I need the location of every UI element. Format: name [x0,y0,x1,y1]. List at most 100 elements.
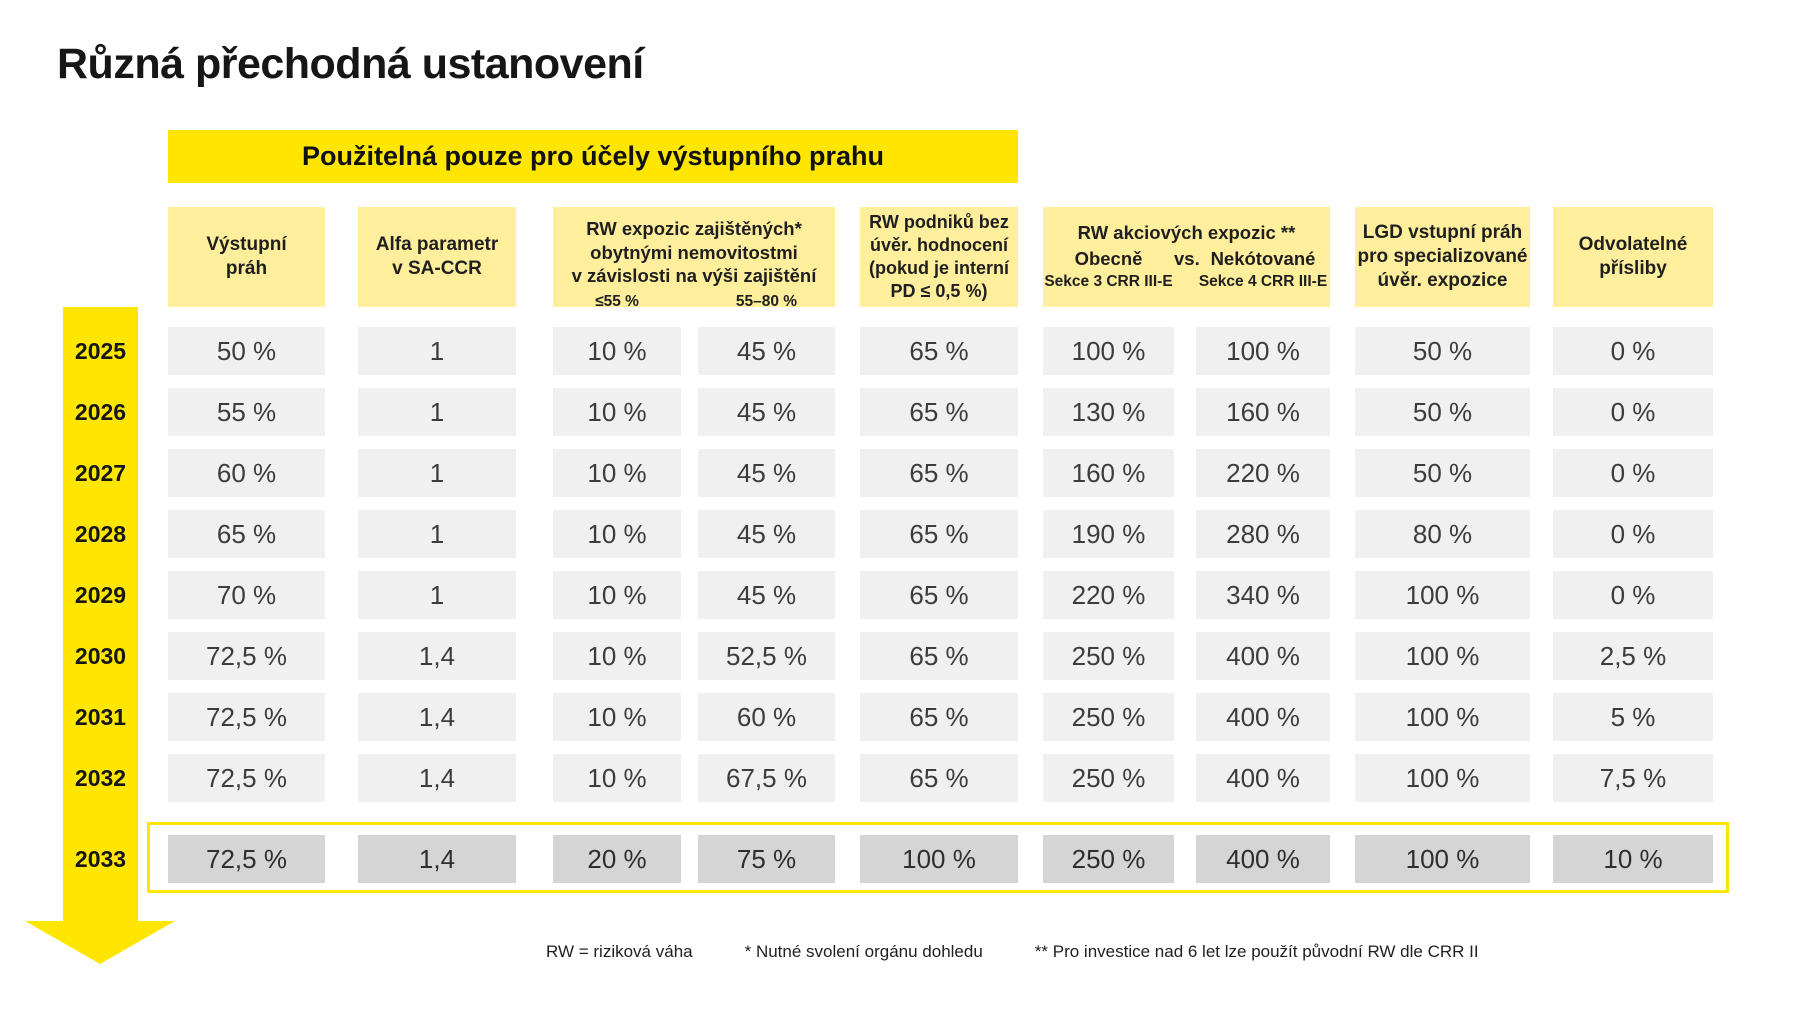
value-cell: 100 % [1355,632,1530,680]
value-cell: 20 % [553,835,681,883]
table-row-2030: 2030 72,5 % 1,4 10 % 52,5 % 65 % 250 % 400 % 100… [63,632,1713,680]
value-cell: 160 % [1196,388,1330,436]
value-cell: 45 % [698,449,835,497]
banner-label: Použitelná pouze pro účely výstupního pr… [301,141,885,171]
value-cell: 65 % [860,388,1018,436]
value-cell: 1,4 [358,754,516,802]
value-cell: 50 % [168,327,325,375]
subheader-ltv-high: 55–80 % [735,293,798,311]
value-cell: 2,5 % [1553,632,1713,680]
value-cell: 250 % [1043,632,1174,680]
year-label: 2031 [74,703,127,730]
value-cell: 100 % [1355,835,1530,883]
value-cell: 65 % [860,571,1018,619]
table-row-2029: 2029 70 % 1 10 % 45 % 65 % 220 % 340 % 100 % 0 % [63,571,1713,619]
footnote-equity-investments: ** Pro investice nad 6 let lze použít pů… [1034,942,1479,961]
value-cell: 50 % [1355,327,1530,375]
table-row-2026: 2026 55 % 1 10 % 45 % 65 % 130 % 160 % 50 % 0 % [63,388,1713,436]
subheader-section4: Sekce 4 CRR III-E [1198,273,1328,291]
value-cell: 250 % [1043,835,1174,883]
value-cell: 100 % [1043,327,1174,375]
column-header-rw-residential: RW expozic zajištěných* obytnými nemovit… [553,207,835,310]
year-label: 2028 [74,520,127,547]
column-header-rw-unrated-corporates: RW podniků bez úvěr. hodnocení (pokud je… [860,207,1018,307]
value-cell: 5 % [1553,693,1713,741]
value-cell: 100 % [1196,327,1330,375]
value-cell: 100 % [860,835,1018,883]
value-cell: 10 % [553,632,681,680]
column-header-label: RW expozic zajištěných* obytnými nemovit… [571,218,817,287]
value-cell: 52,5 % [698,632,835,680]
value-cell: 10 % [553,449,681,497]
year-label: 2032 [74,764,127,791]
value-cell: 100 % [1355,693,1530,741]
value-cell: 10 % [553,388,681,436]
table-row-2027: 2027 60 % 1 10 % 45 % 65 % 160 % 220 % 50 % 0 % [63,449,1713,497]
column-header-label: Alfa parametr v SA-CCR [375,233,499,279]
value-cell: 10 % [553,510,681,558]
column-header-lgd-floor: LGD vstupní práh pro specializované úvěr… [1355,207,1530,307]
value-cell: 220 % [1043,571,1174,619]
output-floor-scope-banner: Použitelná pouze pro účely výstupního pr… [168,130,1018,183]
footnotes: RW = riziková váha * Nutné svolení orgán… [546,942,1479,962]
equity-section-subheaders: Sekce 3 CRR III-E Sekce 4 CRR III-E [1043,272,1330,292]
value-cell: 1,4 [358,835,516,883]
value-cell: 0 % [1553,327,1713,375]
year-label: 2029 [74,581,127,608]
value-cell: 65 % [860,693,1018,741]
value-cell: 65 % [860,632,1018,680]
page-title: Různá přechodná ustanovení [57,40,644,88]
value-cell: 10 % [553,571,681,619]
year-label: 2033 [74,845,127,872]
value-cell: 10 % [553,693,681,741]
column-header-output-floor: Výstupní práh [168,207,325,307]
value-cell: 340 % [1196,571,1330,619]
subheader-ltv-low: ≤55 % [595,293,639,311]
value-cell: 50 % [1355,388,1530,436]
value-cell: 280 % [1196,510,1330,558]
footnote-supervisor-approval: * Nutné svolení orgánu dohledu [744,942,983,961]
equity-vs-row: Obecně vs. Nekótované [1043,247,1330,271]
value-cell: 1 [358,449,516,497]
value-cell: 400 % [1196,754,1330,802]
value-cell: 250 % [1043,754,1174,802]
ltv-subheaders: ≤55 % 55–80 % [553,292,835,312]
transitional-provisions-table: Výstupní práh Alfa parametr v SA-CCR RW … [63,207,1729,896]
table-body: 2025 50 % 1 10 % 45 % 65 % 100 % 100 % 50 % 0 % 20… [63,327,1729,893]
value-cell: 10 % [1553,835,1713,883]
value-cell: 45 % [698,571,835,619]
value-cell: 65 % [860,754,1018,802]
value-cell: 400 % [1196,632,1330,680]
vs-label: vs. [1174,247,1200,269]
value-cell: 0 % [1553,449,1713,497]
column-header-revocable-commitments: Odvolatelné přísliby [1553,207,1713,307]
subheader-gap [681,292,698,312]
year-label: 2025 [74,337,127,364]
value-cell: 67,5 % [698,754,835,802]
value-cell: 60 % [698,693,835,741]
value-cell: 100 % [1355,754,1530,802]
year-label: 2027 [74,459,127,486]
value-cell: 70 % [168,571,325,619]
column-header-label: Odvolatelné přísliby [1578,233,1688,279]
value-cell: 75 % [698,835,835,883]
value-cell: 72,5 % [168,693,325,741]
subheader-section3: Sekce 3 CRR III-E [1044,273,1173,291]
value-cell: 400 % [1196,693,1330,741]
value-cell: 400 % [1196,835,1330,883]
column-header-label: Výstupní práh [206,233,287,279]
year-label: 2026 [74,398,127,425]
value-cell: 0 % [1553,388,1713,436]
year-label: 2030 [74,642,127,669]
subheader-gap [1174,272,1196,292]
value-cell: 0 % [1553,510,1713,558]
value-cell: 65 % [860,327,1018,375]
value-cell: 0 % [1553,571,1713,619]
table-row-2031: 2031 72,5 % 1,4 10 % 60 % 65 % 250 % 400 % 100 %… [63,693,1713,741]
value-cell: 45 % [698,327,835,375]
value-cell: 190 % [1043,510,1174,558]
value-cell: 45 % [698,510,835,558]
value-cell: 60 % [168,449,325,497]
column-header-alpha-sa-ccr: Alfa parametr v SA-CCR [358,207,516,307]
